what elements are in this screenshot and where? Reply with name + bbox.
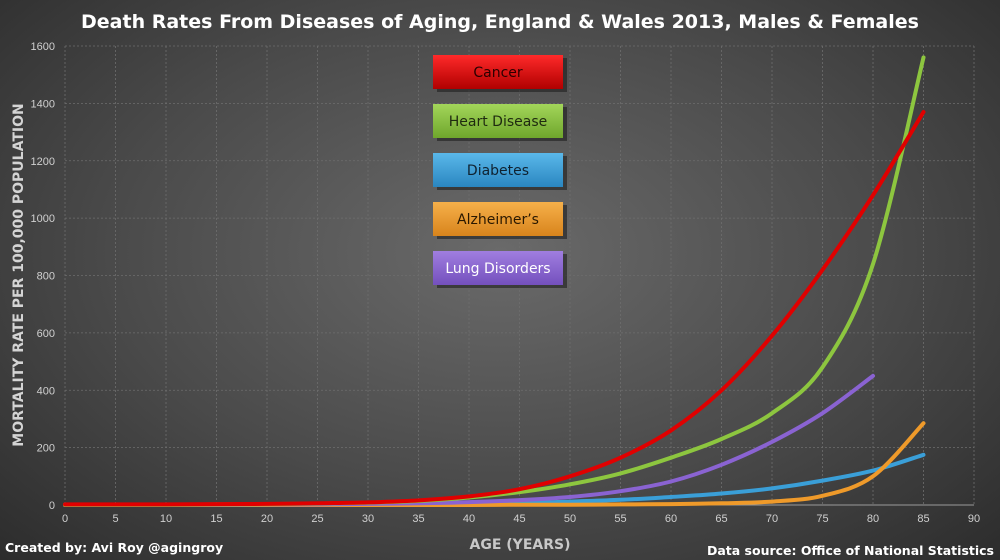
x-tick-label: 5 [112, 513, 118, 525]
y-tick-label: 1200 [31, 156, 55, 168]
legend-item-lung-disorders: Lung Disorders [433, 251, 567, 288]
legend-label: Lung Disorders [445, 261, 550, 277]
y-tick-label: 800 [37, 271, 55, 283]
x-tick-label: 65 [715, 513, 727, 525]
x-tick-label: 75 [816, 513, 828, 525]
x-tick-label: 15 [210, 513, 222, 525]
legend: Cancer Heart Disease Diabetes Alzheimer’s Lu… [433, 55, 567, 288]
y-tick-label: 1400 [31, 98, 55, 110]
x-tick-label: 10 [160, 513, 172, 525]
y-tick-label: 200 [37, 443, 55, 455]
series-lines [63, 55, 926, 507]
x-axis-label: AGE (YEARS) [470, 537, 571, 553]
legend-item-heart-disease: Heart Disease [433, 104, 567, 141]
data-source-credit: Data source: Office of National Statisti… [707, 543, 994, 558]
legend-item-alzheimer-s: Alzheimer’s [433, 202, 567, 239]
x-tick-label: 70 [766, 513, 778, 525]
legend-swatch [433, 202, 563, 236]
series-line-cancer [63, 110, 926, 507]
legend-label: Diabetes [467, 163, 529, 179]
x-axis-ticks: 0 5 10 15 20 25 30 35 40 45 50 55 60 65 70 75 80 85 90 [62, 513, 980, 525]
legend-item-diabetes: Diabetes [433, 153, 567, 190]
x-tick-label: 60 [665, 513, 677, 525]
x-tick-label: 0 [62, 513, 68, 525]
grid [64, 45, 975, 506]
series-line-diabetes [63, 452, 926, 507]
legend-swatch [433, 104, 563, 138]
x-tick-label: 90 [968, 513, 980, 525]
y-tick-label: 600 [37, 328, 55, 340]
legend-label: Heart Disease [449, 114, 547, 130]
x-tick-label: 25 [311, 513, 323, 525]
legend-swatch [433, 251, 563, 285]
y-axis-label: MORTALITY RATE PER 100,000 POPULATION [11, 103, 27, 446]
x-tick-label: 55 [614, 513, 626, 525]
x-tick-label: 30 [362, 513, 374, 525]
y-tick-label: 0 [49, 500, 55, 512]
y-tick-label: 400 [37, 385, 55, 397]
x-tick-label: 20 [261, 513, 273, 525]
created-by-credit: Created by: Avi Roy @agingroy [5, 540, 223, 555]
legend-swatch [433, 153, 563, 187]
legend-swatch [433, 55, 563, 89]
x-tick-label: 45 [513, 513, 525, 525]
y-tick-label: 1600 [31, 41, 55, 53]
x-tick-label: 80 [867, 513, 879, 525]
legend-item-cancer: Cancer [433, 55, 567, 92]
x-tick-label: 35 [412, 513, 424, 525]
chart-title: Death Rates From Diseases of Aging, Engl… [81, 11, 919, 33]
y-tick-label: 1000 [31, 213, 55, 225]
legend-label: Cancer [473, 65, 523, 81]
legend-label: Alzheimer’s [457, 212, 539, 228]
x-tick-label: 50 [564, 513, 576, 525]
x-tick-label: 40 [463, 513, 475, 525]
y-axis-ticks: 0 200 400 600 800 1000 1200 1400 1600 [31, 41, 55, 512]
x-tick-label: 85 [917, 513, 929, 525]
